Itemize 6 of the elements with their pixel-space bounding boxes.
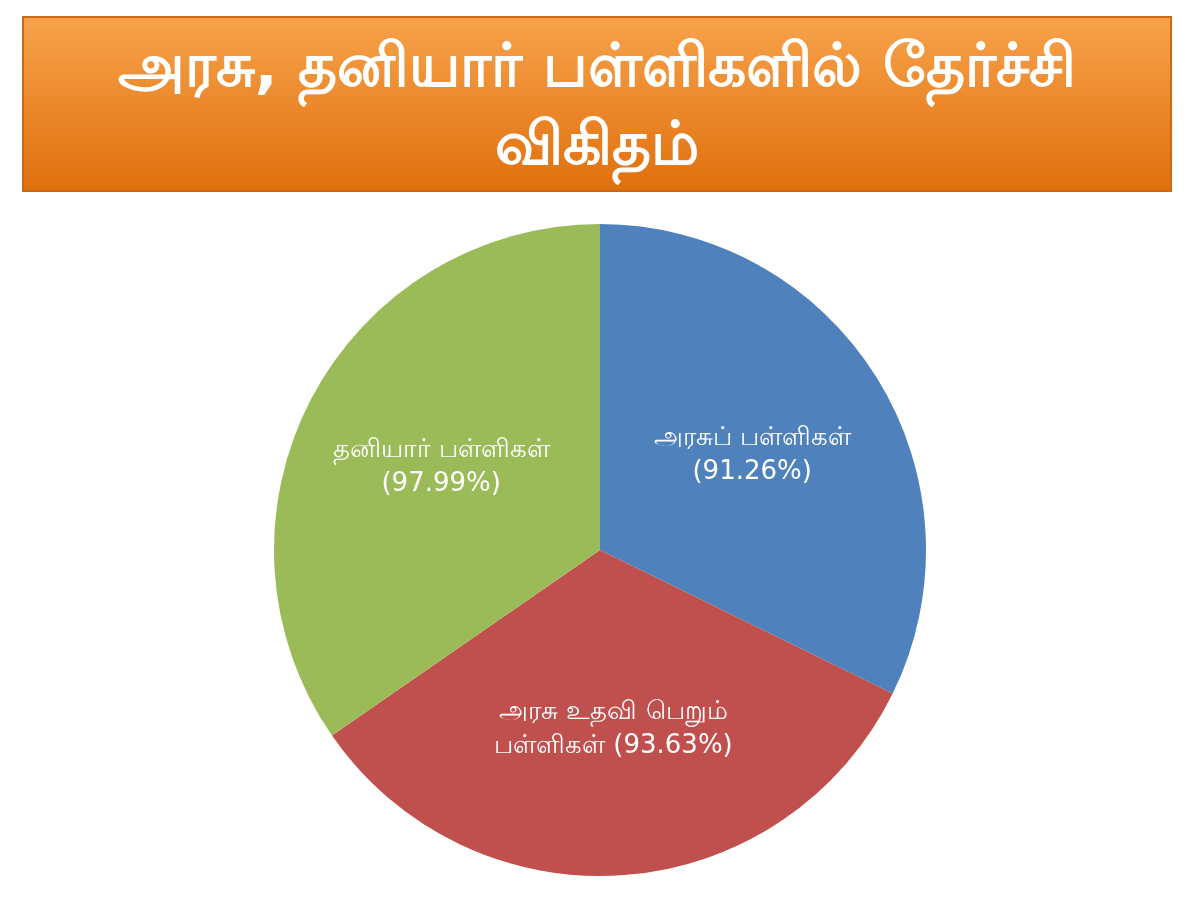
- slice-label: அரசுப் பள்ளிகள்: [653, 420, 852, 451]
- chart-title: அரசு, தனியார் பள்ளிகளில் தேர்ச்சி விகிதம்: [22, 16, 1172, 192]
- data-label: (97.99%): [381, 466, 501, 497]
- slice-label: தனியார் பள்ளிகள்: [332, 432, 551, 465]
- slice-label: அரசு உதவி பெறும் பள்ளிகள் (93.63%): [494, 694, 733, 759]
- data-label: (91.26%): [692, 454, 812, 485]
